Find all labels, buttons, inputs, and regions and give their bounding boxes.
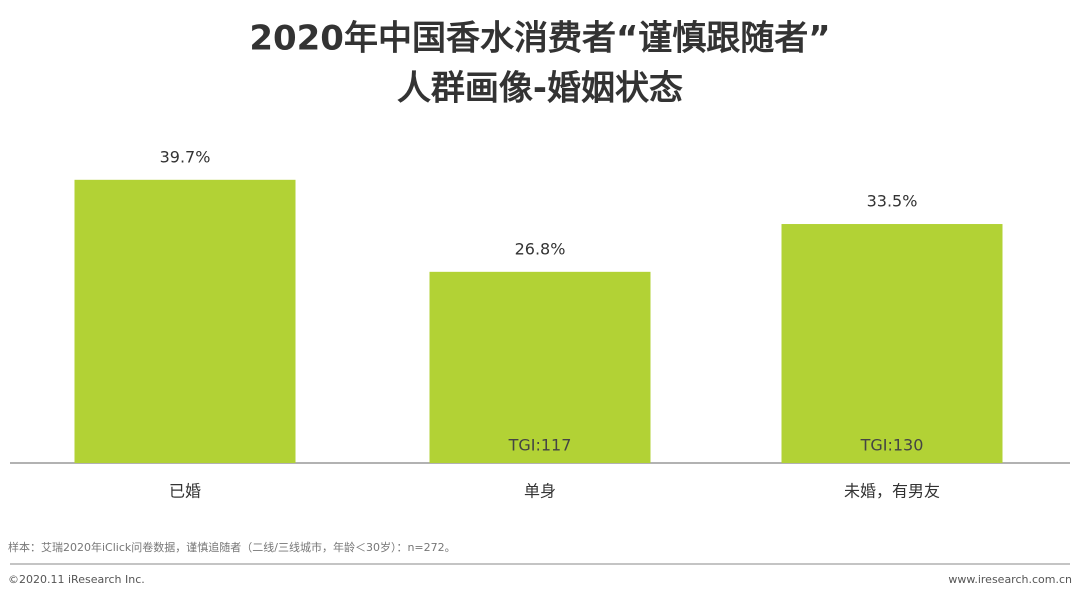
chart-title: 人群画像-婚姻状态 [397, 69, 683, 109]
tgi-label: TGI:130 [860, 436, 924, 455]
chart-title: 2020年中国香水消费者“谨慎跟随者” [249, 19, 830, 59]
bar [74, 179, 296, 463]
website: www.iresearch.com.cn [948, 573, 1072, 586]
x-tick-label: 单身 [524, 482, 556, 501]
value-label: 26.8% [515, 239, 566, 258]
x-tick-label: 已婚 [169, 482, 201, 501]
copyright: ©2020.11 iResearch Inc. [8, 573, 145, 586]
bar [781, 224, 1003, 463]
tgi-label: TGI:117 [508, 436, 572, 455]
source-note: 样本：艾瑞2020年iClick问卷数据，谨慎追随者（二线/三线城市，年龄＜30… [8, 540, 456, 554]
x-tick-label: 未婚，有男友 [844, 482, 940, 501]
bar [429, 271, 651, 463]
value-label: 33.5% [867, 192, 918, 211]
value-label: 39.7% [160, 147, 211, 166]
